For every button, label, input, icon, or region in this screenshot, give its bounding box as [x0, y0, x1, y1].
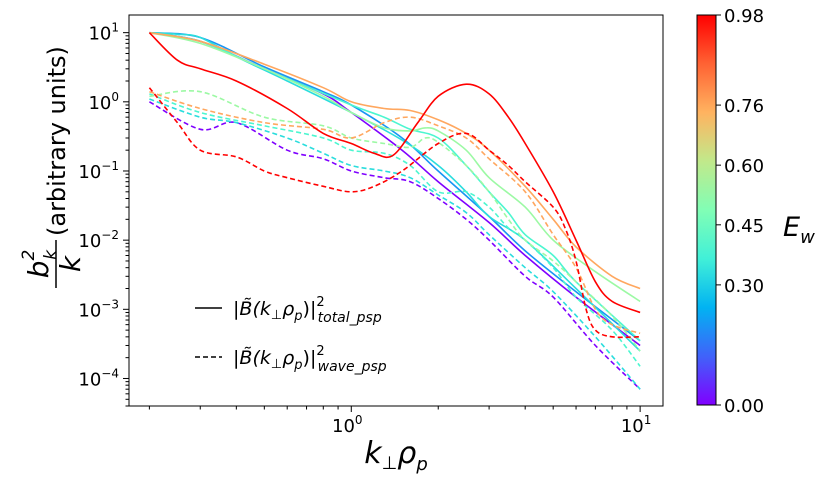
plot-frame	[128, 14, 664, 407]
plot-area	[129, 15, 663, 406]
colorbar-label: Ew	[783, 212, 815, 248]
series-line-11	[148, 32, 641, 314]
series-line-2	[149, 31, 641, 342]
y-axis-label-numerator: b2 k	[19, 249, 61, 279]
x-tick-label-0: 100	[332, 413, 363, 437]
y-axis-label-rest: (arbitrary units)	[43, 46, 71, 236]
legend-entry-total: |B̃(k⊥ρp)|2 total_psp	[233, 295, 382, 326]
series-line-12	[148, 87, 641, 339]
legend: |B̃(k⊥ρp)|2 total_psp |B̃(k⊥ρp)|2 wave_psp	[195, 295, 387, 375]
x-axis-label: k⊥ρp	[364, 436, 428, 475]
y-tick-label-1: 100	[88, 90, 119, 114]
y-tick-label-0: 101	[88, 21, 119, 45]
y-tick-label-3: 10−2	[78, 228, 119, 252]
x-tick-label-1: 101	[621, 413, 652, 437]
y-tick-label-5: 10−4	[78, 366, 119, 390]
y-tick-label-4: 10−3	[78, 297, 119, 321]
y-tick-label-2: 10−1	[78, 159, 119, 183]
series-line-6	[149, 93, 641, 367]
series-line-4	[149, 98, 641, 390]
y-axis-label: b2 k k (arbitrary units)	[19, 46, 87, 288]
y-axis-ticks: 101 100 10−1 10−2 10−3 10−4	[78, 21, 129, 407]
colorbar	[696, 14, 717, 406]
colorbar-tick-label-3: 0.45	[724, 216, 764, 237]
series-line-7	[149, 31, 641, 303]
x-axis-ticks: 100 101	[148, 406, 652, 437]
series-line-1	[149, 101, 641, 390]
colorbar-tick-label-1: 0.76	[724, 96, 764, 117]
series-line-10	[149, 90, 641, 335]
colorbar-tick-label-4: 0.30	[724, 276, 764, 297]
series-line-9	[149, 31, 641, 290]
legend-entry-wave: |B̃(k⊥ρp)|2 wave_psp	[233, 344, 387, 375]
colorbar-ticks: 0.98 0.76 0.60 0.45 0.30 0.00	[716, 6, 764, 417]
series-layer	[148, 31, 641, 390]
colorbar-tick-label-0: 0.98	[724, 6, 764, 27]
colorbar-tick-label-2: 0.60	[724, 156, 764, 177]
y-axis-label-denominator: k	[54, 254, 87, 272]
colorbar-tick-label-5: 0.00	[724, 396, 764, 417]
